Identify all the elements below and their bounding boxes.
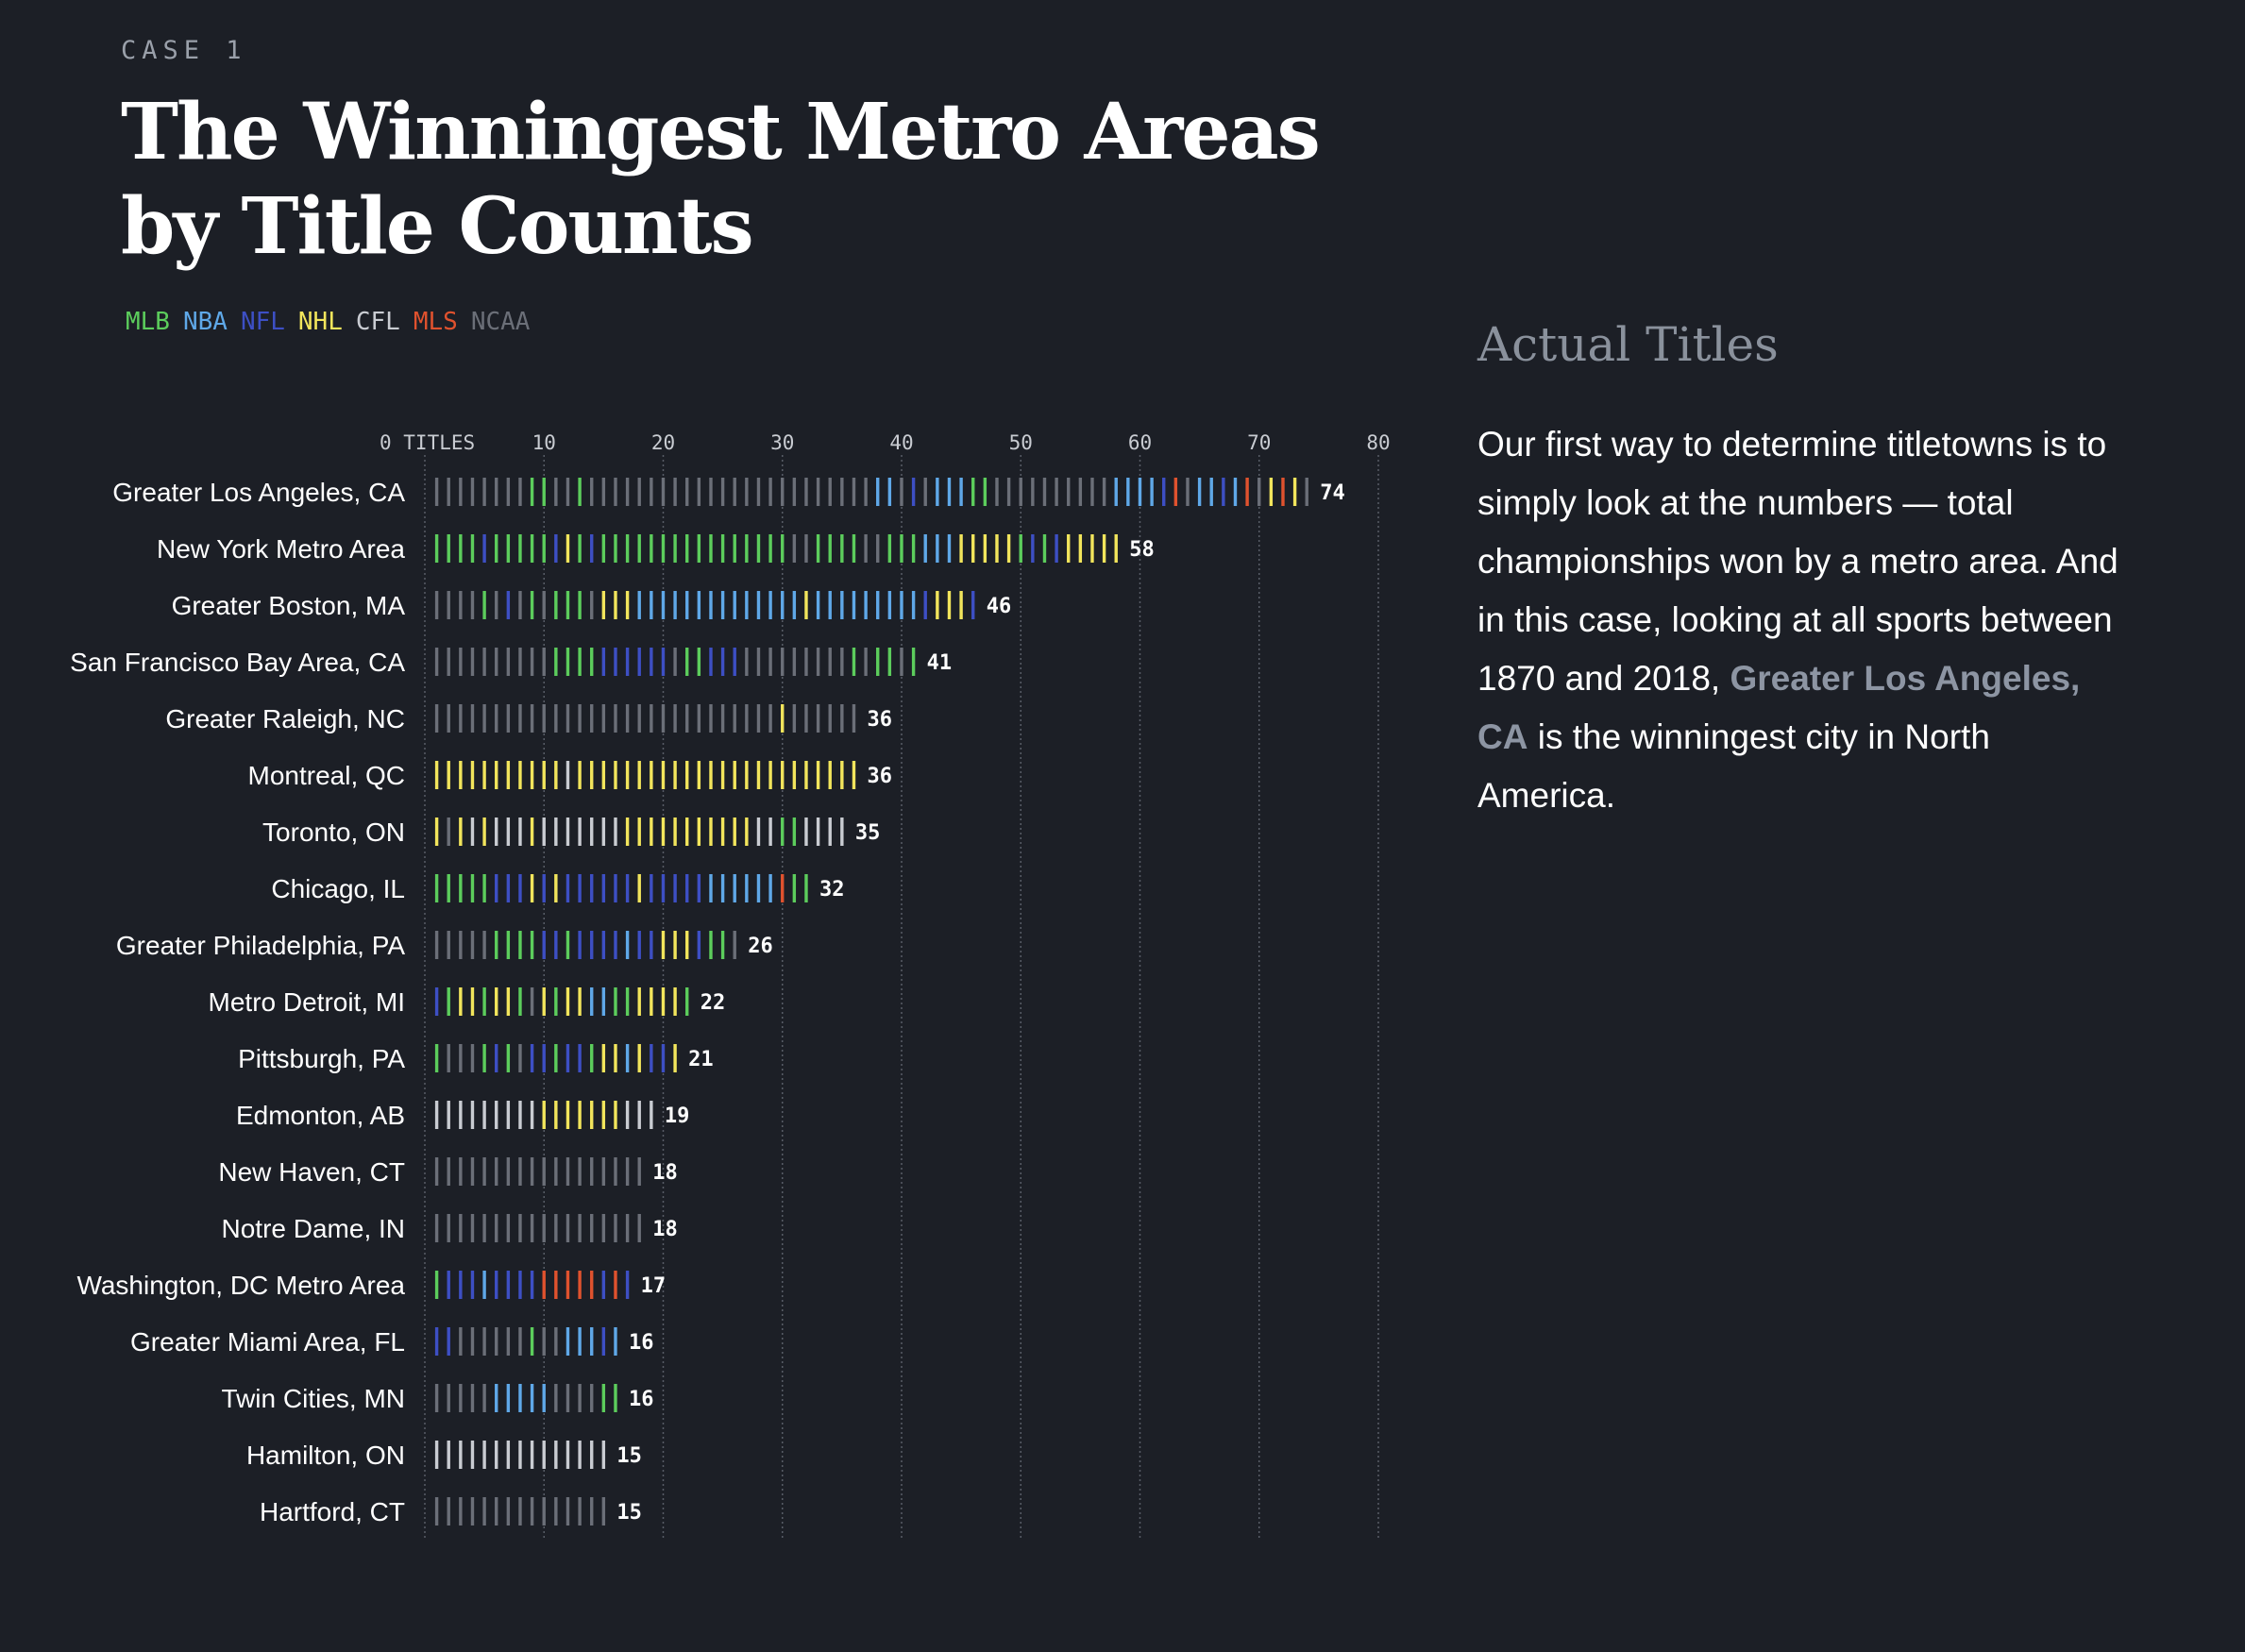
- chart-row: Washington, DC Metro Area 17: [76, 1271, 666, 1300]
- row-total: 16: [629, 1331, 654, 1355]
- sidebar-highlight-city: Greater Los Angeles, CA: [1477, 659, 2081, 756]
- row-label: Hamilton, ON: [246, 1441, 405, 1470]
- chart-row: Hamilton, ON 15: [246, 1441, 642, 1470]
- chart-row: Montreal, QC 36: [248, 761, 893, 790]
- row-total: 15: [616, 1501, 642, 1525]
- league-legend: MLB NBA NFL NHL CFL MLS NCAA: [126, 308, 530, 336]
- tick-label-40: 40: [889, 431, 913, 454]
- sidebar-text-before: Our first way to determine titletowns is…: [1477, 425, 2118, 698]
- row-total: 41: [927, 651, 953, 675]
- sidebar-text: Our first way to determine titletowns is…: [1477, 415, 2129, 825]
- row-label: New Haven, CT: [218, 1157, 405, 1187]
- row-total: 36: [868, 765, 893, 788]
- legend-mlb: MLB: [126, 308, 170, 336]
- row-total: 32: [819, 878, 845, 902]
- row-label: San Francisco Bay Area, CA: [70, 648, 405, 677]
- tick-label-60: 60: [1128, 431, 1152, 454]
- row-label: Greater Philadelphia, PA: [116, 931, 405, 960]
- chart-row: Chicago, IL 32: [271, 874, 845, 903]
- row-label: Greater Miami Area, FL: [130, 1327, 405, 1357]
- chart-row: Pittsburgh, PA 21: [238, 1044, 714, 1073]
- tick-label-80: 80: [1366, 431, 1390, 454]
- chart-row: New Haven, CT 18: [218, 1157, 678, 1187]
- legend-mls: MLS: [413, 308, 458, 336]
- row-label: Pittsburgh, PA: [238, 1044, 405, 1073]
- chart-row: Metro Detroit, MI 22: [209, 987, 726, 1017]
- page-title: The Winningest Metro Areas by Title Coun…: [121, 87, 1321, 272]
- tick-label-20: 20: [651, 431, 675, 454]
- legend-nhl: NHL: [297, 308, 343, 336]
- row-total: 18: [652, 1161, 678, 1185]
- row-label: Hartford, CT: [260, 1497, 405, 1526]
- row-total: 35: [855, 821, 881, 845]
- row-total: 46: [987, 595, 1012, 618]
- chart-row: Twin Cities, MN 16: [222, 1384, 654, 1413]
- chart-row: Greater Philadelphia, PA 26: [116, 931, 773, 960]
- chart-row: San Francisco Bay Area, CA 41: [70, 648, 952, 677]
- chart-row: Edmonton, AB 19: [236, 1101, 689, 1130]
- chart-row: New York Metro Area 58: [157, 534, 1155, 564]
- tick-label-50: 50: [1009, 431, 1033, 454]
- row-label: Montreal, QC: [248, 761, 406, 790]
- row-total: 18: [652, 1218, 678, 1241]
- tick-label-10: 10: [532, 431, 556, 454]
- tick-label-30: 30: [770, 431, 794, 454]
- row-label: Notre Dame, IN: [222, 1214, 406, 1243]
- row-label: Greater Los Angeles, CA: [112, 478, 405, 507]
- row-total: 16: [629, 1388, 654, 1411]
- row-label: Chicago, IL: [271, 874, 405, 903]
- row-total: 36: [868, 708, 893, 732]
- chart-row: Greater Boston, MA 46: [172, 591, 1012, 620]
- row-label: Greater Raleigh, NC: [165, 704, 405, 733]
- row-total: 58: [1129, 538, 1155, 562]
- row-total: 21: [688, 1048, 714, 1071]
- tick-label-0: 0 TITLES: [380, 431, 475, 454]
- row-total: 15: [616, 1444, 642, 1468]
- row-label: Washington, DC Metro Area: [76, 1271, 405, 1300]
- row-label: Twin Cities, MN: [222, 1384, 405, 1413]
- case-kicker: CASE 1: [121, 36, 247, 65]
- row-total: 22: [701, 991, 726, 1015]
- titles-chart: 0 TITLES 10 20 30 40 50 60 70 80 Greater Los Ange…: [70, 431, 1391, 1539]
- chart-row: Hartford, CT 15: [260, 1497, 642, 1526]
- row-total: 26: [748, 935, 773, 958]
- row-label: Greater Boston, MA: [172, 591, 406, 620]
- chart-row: Notre Dame, IN 18: [222, 1214, 678, 1243]
- legend-nfl: NFL: [240, 308, 285, 336]
- row-label: Metro Detroit, MI: [209, 987, 405, 1017]
- legend-nba: NBA: [182, 308, 228, 336]
- row-total: 74: [1320, 481, 1345, 505]
- row-total: 17: [641, 1274, 667, 1298]
- chart-row: Greater Miami Area, FL 16: [130, 1327, 654, 1357]
- chart-row: Toronto, ON 35: [262, 818, 880, 847]
- row-label: New York Metro Area: [157, 534, 405, 564]
- sidebar-heading: Actual Titles: [1477, 317, 1779, 372]
- chart-row: Greater Raleigh, NC 36: [165, 704, 892, 733]
- legend-cfl: CFL: [355, 308, 400, 336]
- row-label: Edmonton, AB: [236, 1101, 405, 1130]
- tick-label-70: 70: [1247, 431, 1271, 454]
- sidebar-text-after: is the winningest city in North America.: [1477, 717, 1990, 815]
- chart-row: Greater Los Angeles, CA 74: [112, 478, 1345, 507]
- row-total: 19: [665, 1104, 690, 1128]
- row-label: Toronto, ON: [262, 818, 405, 847]
- legend-ncaa: NCAA: [470, 308, 531, 336]
